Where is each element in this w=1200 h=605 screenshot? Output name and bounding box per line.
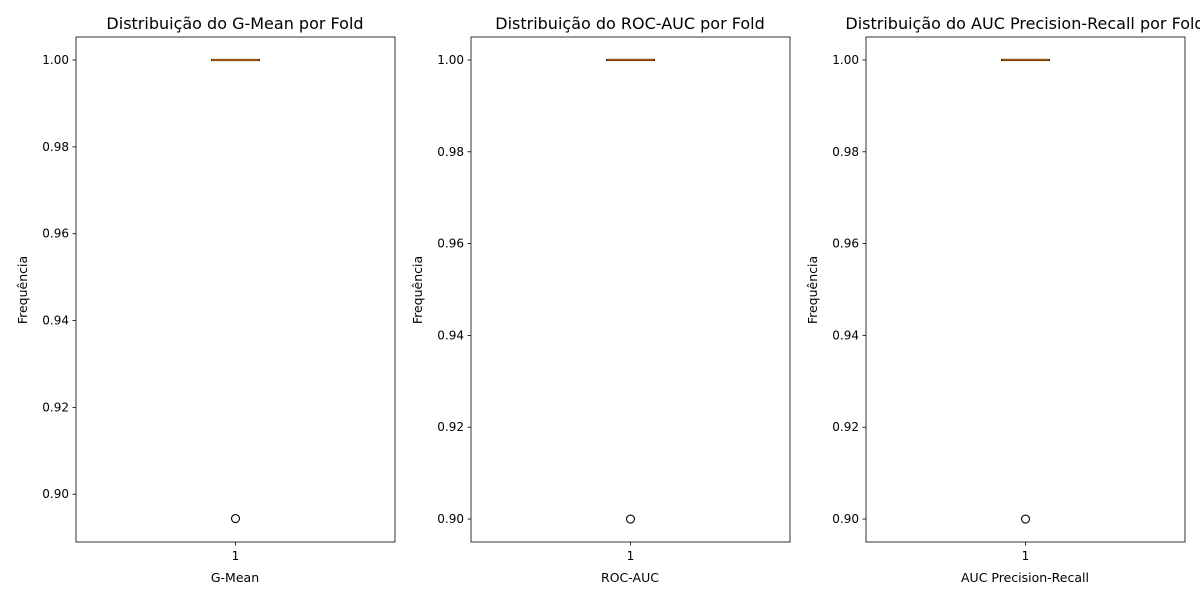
panel-roc-auc: Distribuição do ROC-AUC por Fold ROC-AUC… [410,14,791,585]
outlier-point [625,514,636,524]
outlier-point [230,514,241,524]
y-axis-label: Frequência [15,256,30,324]
y-tick-label: 0.96 [437,237,464,251]
y-tick-label: 0.94 [437,328,464,342]
y-tick-label: 0.92 [437,420,464,434]
y-axis-label: Frequência [805,256,820,324]
y-tick-label: 0.96 [832,237,859,251]
y-tick-label: 0.98 [42,140,69,154]
panel-auc-pr: Distribuição do AUC Precision-Recall por… [805,14,1200,585]
plot-frame [470,36,791,543]
y-tick-label: 1.00 [437,53,464,67]
panel-gmean: Distribuição do G-Mean por Fold G-Mean F… [15,14,396,585]
panel-title: Distribuição do AUC Precision-Recall por… [845,14,1200,33]
y-tick-label: 0.94 [42,314,69,328]
y-tick-label: 0.98 [437,145,464,159]
y-axis-label: Frequência [410,256,425,324]
x-tick-label: 1 [627,549,635,563]
y-tick-label: 0.90 [437,512,464,526]
y-tick-label: 0.92 [832,420,859,434]
outlier-point [1020,514,1031,524]
plot-frame [75,36,396,543]
y-tick-label: 0.96 [42,227,69,241]
y-tick-label: 0.90 [832,512,859,526]
x-tick-label: 1 [1022,549,1030,563]
y-tick-label: 0.92 [42,400,69,414]
y-tick-label: 0.98 [832,145,859,159]
y-tick-label: 0.94 [832,328,859,342]
panel-title: Distribuição do ROC-AUC por Fold [495,14,765,33]
x-tick-label: 1 [232,549,240,563]
y-tick-label: 0.90 [42,487,69,501]
x-axis-label: G-Mean [211,570,259,585]
y-tick-label: 1.00 [832,53,859,67]
x-axis-label: AUC Precision-Recall [961,570,1089,585]
x-axis-label: ROC-AUC [601,570,659,585]
panel-title: Distribuição do G-Mean por Fold [106,14,363,33]
plot-frame [865,36,1186,543]
y-tick-label: 1.00 [42,53,69,67]
